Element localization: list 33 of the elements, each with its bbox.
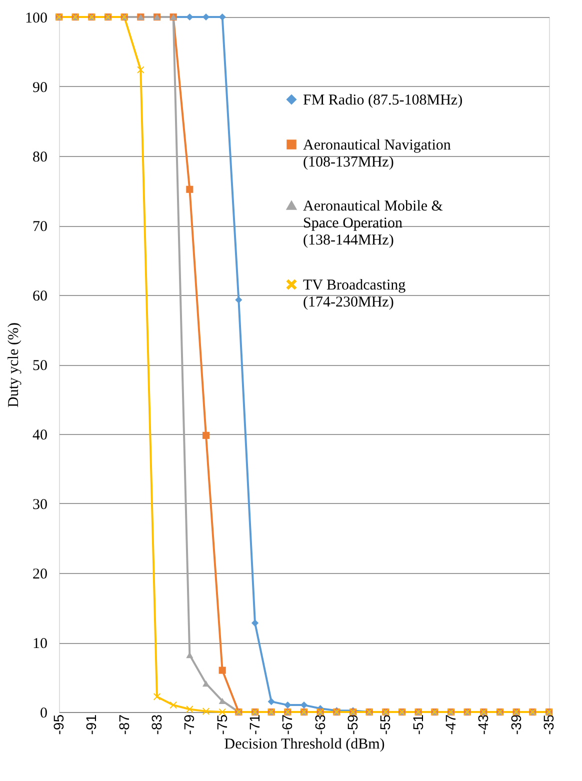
y-axis-title: Duty ycle (%) bbox=[6, 322, 22, 408]
x-tick-label: -43 bbox=[475, 714, 492, 735]
x-tick-label: -79 bbox=[181, 714, 198, 735]
x-tick-label: -51 bbox=[410, 714, 426, 735]
x-tick-label: -55 bbox=[377, 714, 394, 735]
y-tick-label: 80 bbox=[32, 150, 48, 166]
x-tick-label: -75 bbox=[214, 714, 230, 735]
y-tick-label: 10 bbox=[32, 636, 48, 652]
y-tick-label: 90 bbox=[32, 80, 48, 96]
x-tick-label: -95 bbox=[50, 714, 66, 735]
x-tick-label: -83 bbox=[148, 714, 164, 735]
x-tick-label: -87 bbox=[116, 714, 132, 735]
y-tick-label: 100 bbox=[25, 10, 48, 26]
y-tick-label: 0 bbox=[40, 706, 48, 722]
legend-label: Aeronautical Navigation (108-137MHz) bbox=[303, 138, 452, 170]
y-tick-label: 50 bbox=[32, 358, 48, 374]
x-tick-label: -71 bbox=[246, 714, 262, 735]
y-tick-label: 70 bbox=[32, 219, 48, 235]
x-tick-label: -59 bbox=[344, 714, 360, 735]
x-tick-label: -63 bbox=[312, 714, 328, 735]
x-tick-label: -67 bbox=[279, 714, 296, 735]
legend-label: TV Broadcasting (174-230MHz) bbox=[303, 278, 406, 310]
y-tick-label: 40 bbox=[32, 428, 48, 444]
legend-label: Aeronautical Mobile & Space Operation (138-144MHz) bbox=[303, 198, 444, 248]
x-tick-label: -47 bbox=[442, 714, 458, 735]
x-tick-label: -39 bbox=[508, 714, 524, 735]
y-tick-label: 60 bbox=[32, 288, 48, 304]
legend-label: FM Radio (87.5-108MHz) bbox=[303, 92, 463, 108]
x-tick-label: -35 bbox=[540, 714, 556, 735]
x-axis-title: Decision Threshold (dBm) bbox=[224, 736, 385, 753]
x-tick-label: -91 bbox=[83, 714, 100, 735]
y-tick-label: 30 bbox=[32, 497, 48, 513]
y-tick-label: 20 bbox=[32, 566, 48, 582]
